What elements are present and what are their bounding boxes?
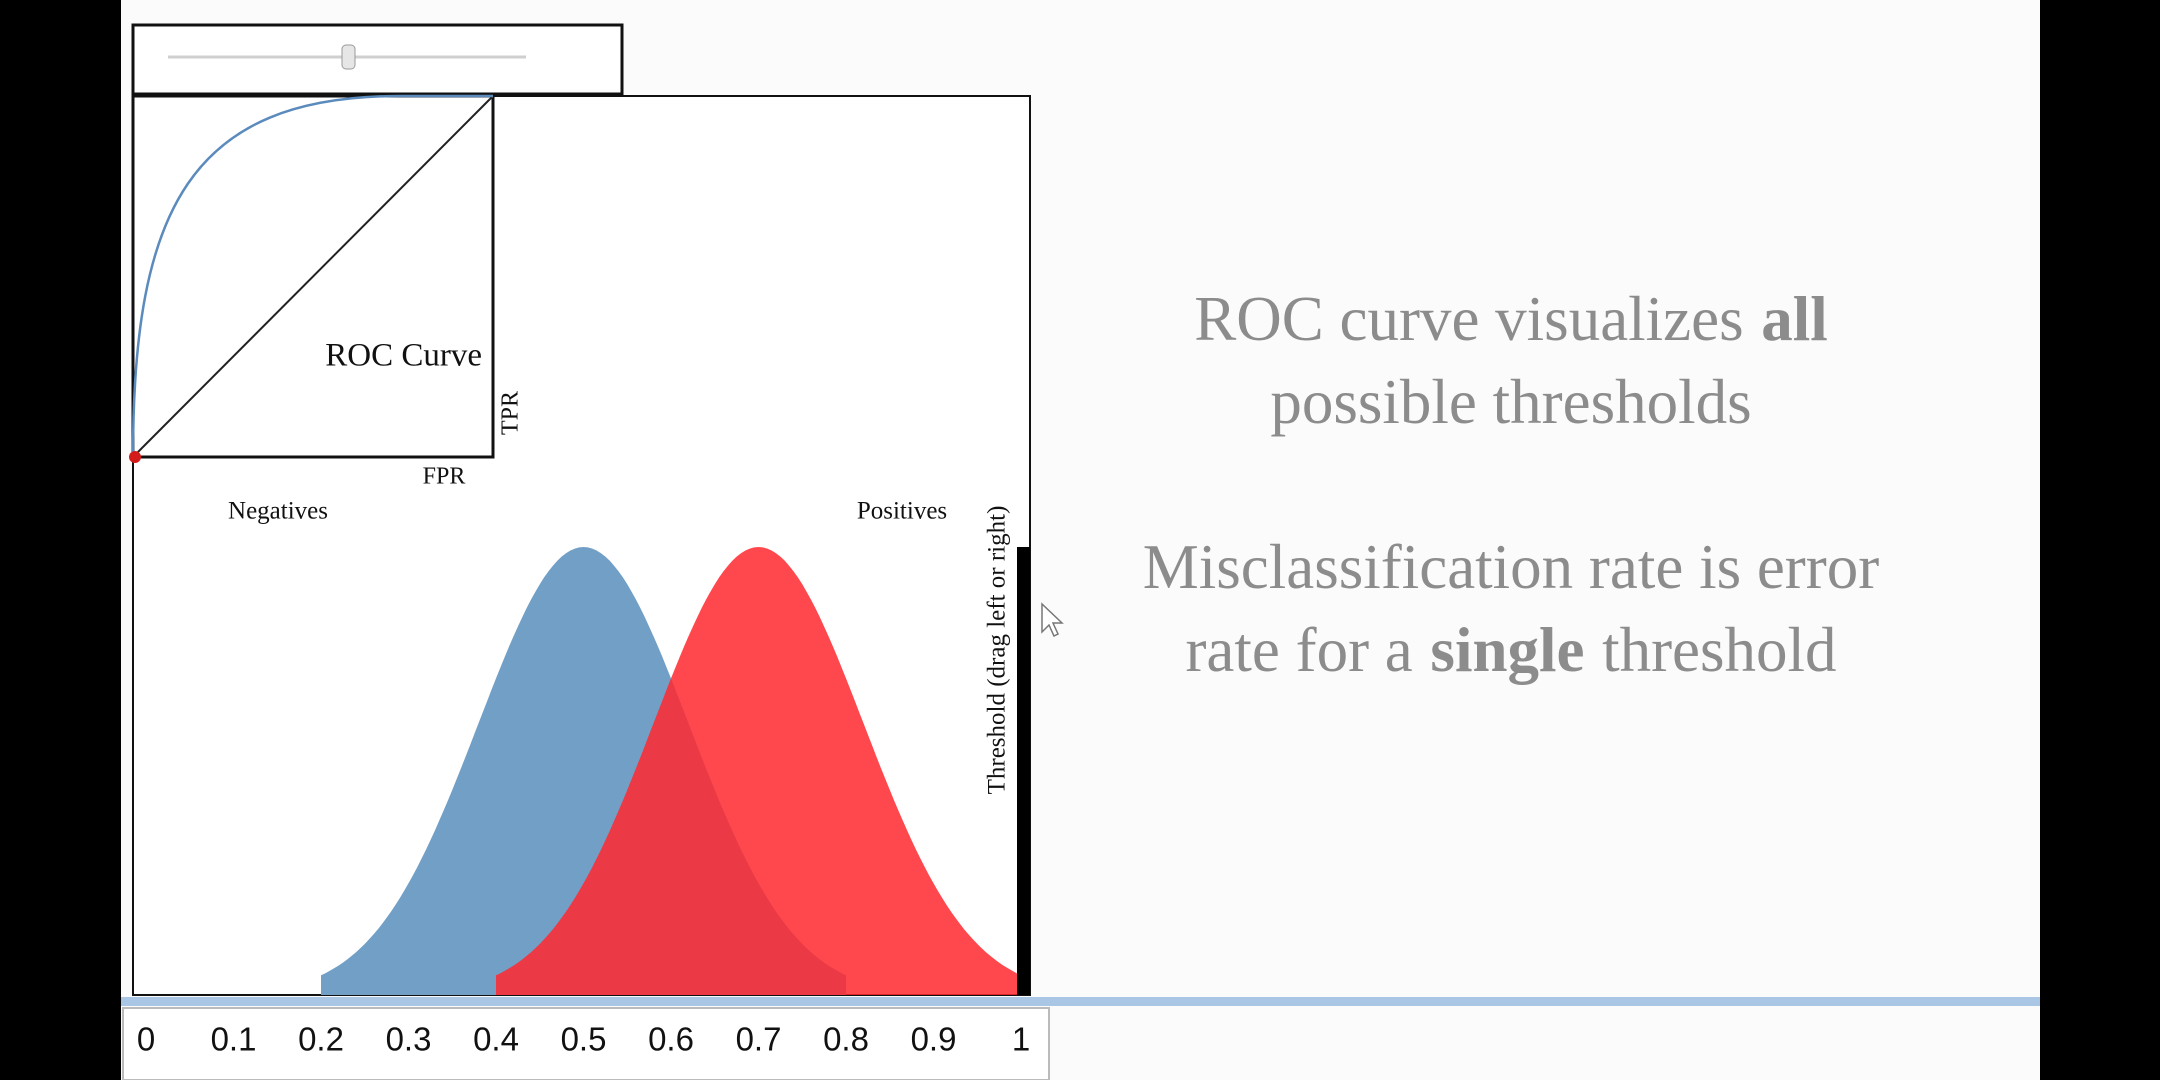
tick-label: 0.5 [561, 1021, 607, 1058]
positives-label: Positives [857, 498, 947, 525]
note-text: threshold [1602, 615, 1836, 685]
threshold-label: Threshold (drag left or right) [984, 506, 1011, 795]
tick-label: 0.1 [211, 1021, 257, 1058]
tick-label: 0.2 [298, 1021, 344, 1058]
note-text: possible thresholds [1270, 367, 1751, 437]
note-emphasis: all [1761, 284, 1828, 354]
tick-label: 1 [1012, 1021, 1030, 1058]
note-text: ROC curve visualizes [1194, 284, 1743, 354]
note-line: Misclassification rate is error [1143, 532, 1880, 602]
roc-box [131, 94, 495, 459]
tick-label: 0.9 [911, 1021, 957, 1058]
tick-label: 0.8 [823, 1021, 869, 1058]
roc-diagonal [132, 95, 494, 458]
divider [121, 997, 2040, 1006]
roc-title: ROC Curve [325, 338, 482, 374]
note-line: rate for a single threshold [1185, 615, 1836, 685]
slider-box [131, 23, 624, 96]
roc-point [129, 451, 141, 463]
tick-label: 0.3 [386, 1021, 432, 1058]
tick-label: 0.6 [648, 1021, 694, 1058]
distributions [321, 547, 1021, 995]
tick-label: 0.4 [473, 1021, 519, 1058]
tick-label: 0 [137, 1021, 155, 1058]
slider-thumb[interactable] [341, 44, 356, 70]
tpr-label: TPR [498, 391, 524, 435]
tick-label: 0.7 [736, 1021, 782, 1058]
mouse-cursor [1041, 602, 1064, 638]
fpr-label: FPR [423, 464, 466, 490]
positives-curve [496, 547, 1021, 995]
note-line: possible thresholds [1270, 367, 1751, 437]
note-line: ROC curve visualizes all [1194, 284, 1828, 354]
note-text: rate for a [1185, 615, 1412, 685]
axis-ticks: 0 0.1 0.2 0.3 0.4 0.5 0.6 0.7 0.8 0.9 1 [137, 1021, 1030, 1058]
threshold-bar[interactable] [1017, 547, 1030, 995]
note-emphasis: single [1430, 615, 1584, 685]
negatives-label: Negatives [228, 498, 328, 525]
roc-curve [131, 94, 493, 458]
axis-box [122, 1007, 1050, 1080]
note-text: Misclassification rate is error [1143, 532, 1880, 602]
